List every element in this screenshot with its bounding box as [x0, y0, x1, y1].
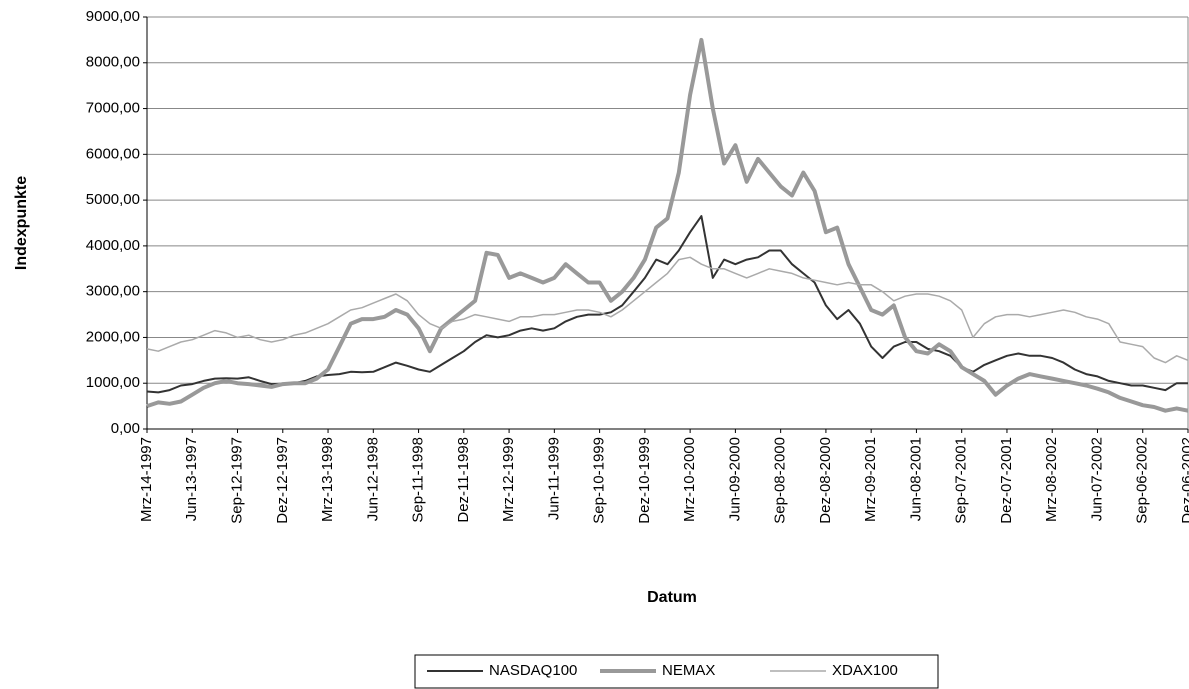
x-tick-label: Sep-10-1999 — [591, 437, 608, 524]
x-tick-label: Jun-08-2001 — [907, 437, 924, 521]
x-tick-label: Jun-09-2000 — [726, 437, 743, 521]
y-tick-label: 5000,00 — [86, 191, 140, 208]
y-tick-label: 0,00 — [111, 420, 140, 437]
y-axis-label: Indexpunkte — [13, 176, 30, 270]
x-tick-label: Jun-13-1997 — [183, 437, 200, 521]
x-tick-label: Mrz-08-2002 — [1043, 437, 1060, 522]
legend-label: XDAX100 — [832, 662, 898, 679]
x-tick-label: Sep-06-2002 — [1134, 437, 1151, 524]
y-tick-label: 2000,00 — [86, 328, 140, 345]
x-tick-label: Mrz-14-1997 — [138, 437, 155, 522]
series-line — [146, 256, 1189, 364]
legend-box — [414, 654, 939, 689]
x-tick-label: Dez-11-1998 — [455, 437, 472, 523]
x-tick-label: Mrz-13-1998 — [319, 437, 336, 522]
y-tick-label: 1000,00 — [86, 374, 140, 391]
legend-label: NEMAX — [662, 662, 715, 679]
y-tick-label: 8000,00 — [86, 54, 140, 71]
x-tick-label: Mrz-09-2001 — [862, 437, 879, 522]
y-tick-label: 6000,00 — [86, 145, 140, 162]
y-tick-label: 9000,00 — [86, 8, 140, 25]
y-tick-label: 4000,00 — [86, 237, 140, 254]
x-tick-label: Dez-10-1999 — [636, 437, 653, 524]
series-line — [146, 37, 1189, 413]
x-tick-label: Jun-11-1999 — [545, 437, 562, 520]
x-tick-label: Sep-07-2001 — [953, 437, 970, 524]
x-tick-label: Dez-08-2000 — [817, 437, 834, 524]
x-tick-label: Mrz-12-1999 — [500, 437, 517, 522]
x-tick-label: Dez-07-2001 — [998, 437, 1015, 524]
x-tick-label: Sep-11-1998 — [410, 437, 427, 523]
x-tick-label: Jun-07-2002 — [1088, 437, 1105, 521]
x-tick-label: Jun-12-1998 — [364, 437, 381, 521]
x-tick-label: Sep-08-2000 — [772, 437, 789, 524]
x-tick-label: Sep-12-1997 — [228, 437, 245, 524]
x-tick-label: Mrz-10-2000 — [681, 437, 698, 522]
series-line — [146, 215, 1188, 394]
y-tick-label: 3000,00 — [86, 283, 140, 300]
x-tick-label: Dez-12-1997 — [274, 437, 291, 524]
legend-label: NASDAQ100 — [489, 662, 577, 679]
x-axis-label: Datum — [647, 589, 697, 606]
x-tick-label: Dez-06-2002 — [1179, 437, 1189, 524]
y-tick-label: 7000,00 — [86, 100, 140, 117]
